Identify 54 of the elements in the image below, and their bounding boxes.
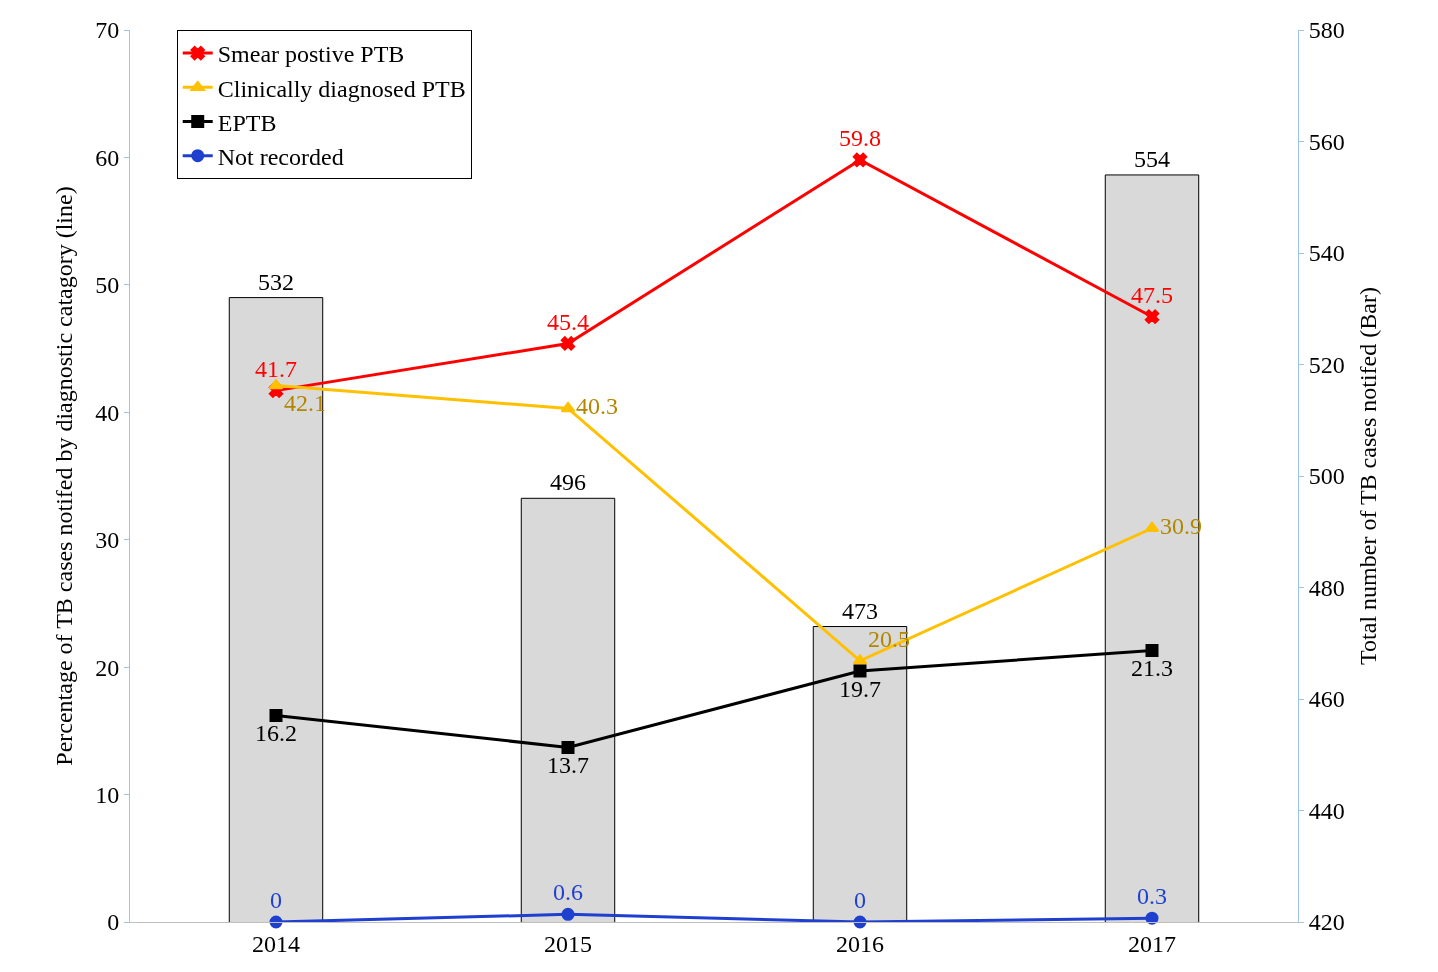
point xyxy=(560,401,576,413)
y2-tick-label: 420 xyxy=(1308,909,1345,936)
point xyxy=(1144,309,1160,324)
data-label: 16.2 xyxy=(255,720,297,747)
y2-axis-title: Total number of TB cases notifed (Bar) xyxy=(1355,287,1382,665)
data-label: 21.3 xyxy=(1131,655,1173,682)
y2-tick-label: 520 xyxy=(1308,351,1345,378)
y-tick-label: 10 xyxy=(95,781,120,808)
point xyxy=(1145,911,1159,925)
x-tick-label: 2015 xyxy=(544,930,592,957)
y2-tick-label: 440 xyxy=(1308,797,1345,824)
data-label: 59.8 xyxy=(839,125,881,152)
data-label: 40.3 xyxy=(575,393,618,420)
data-label: 0 xyxy=(854,887,866,914)
y2-tick-label: 540 xyxy=(1308,240,1345,267)
legend-label: Smear postive PTB xyxy=(217,41,405,68)
point xyxy=(852,152,868,168)
legend-label: EPTB xyxy=(217,109,277,136)
y-tick-label: 30 xyxy=(95,527,120,554)
data-label: 473 xyxy=(842,597,878,624)
y-tick-label: 0 xyxy=(107,909,120,936)
y2-tick-label: 480 xyxy=(1308,574,1345,601)
data-label: 0.6 xyxy=(553,879,583,906)
y2-tick-label: 560 xyxy=(1308,128,1345,155)
point xyxy=(853,664,867,678)
y-axis-title: Percentage of TB cases notifed by diagnostic catagory (line) xyxy=(51,186,78,766)
point xyxy=(1145,644,1159,658)
point xyxy=(269,709,283,723)
y-tick-label: 20 xyxy=(95,654,120,681)
point xyxy=(560,336,576,351)
data-label: 554 xyxy=(1134,145,1170,172)
legend-label: Not recorded xyxy=(217,144,344,171)
data-label: 0.3 xyxy=(1137,883,1167,910)
data-label: 19.7 xyxy=(839,675,881,702)
data-label: 41.7 xyxy=(255,355,297,382)
y-tick-label: 60 xyxy=(95,144,120,171)
y2-tick-label: 500 xyxy=(1308,463,1345,490)
legend-label: Clinically diagnosed PTB xyxy=(217,75,466,102)
y-tick-label: 40 xyxy=(95,399,120,426)
data-label: 496 xyxy=(550,469,586,496)
y-tick-label: 50 xyxy=(95,272,120,299)
y-tick-label: 70 xyxy=(95,17,120,44)
data-label: 0 xyxy=(270,887,282,914)
point xyxy=(561,740,575,754)
x-tick-label: 2014 xyxy=(252,930,300,957)
x-tick-label: 2017 xyxy=(1128,930,1176,957)
data-label: 532 xyxy=(258,268,294,295)
data-label: 13.7 xyxy=(547,752,589,779)
point xyxy=(561,907,575,921)
data-label: 45.4 xyxy=(547,308,589,335)
y2-tick-label: 460 xyxy=(1308,686,1345,713)
data-label: 47.5 xyxy=(1131,281,1173,308)
y2-tick-label: 580 xyxy=(1308,17,1345,44)
x-tick-label: 2016 xyxy=(836,930,884,957)
